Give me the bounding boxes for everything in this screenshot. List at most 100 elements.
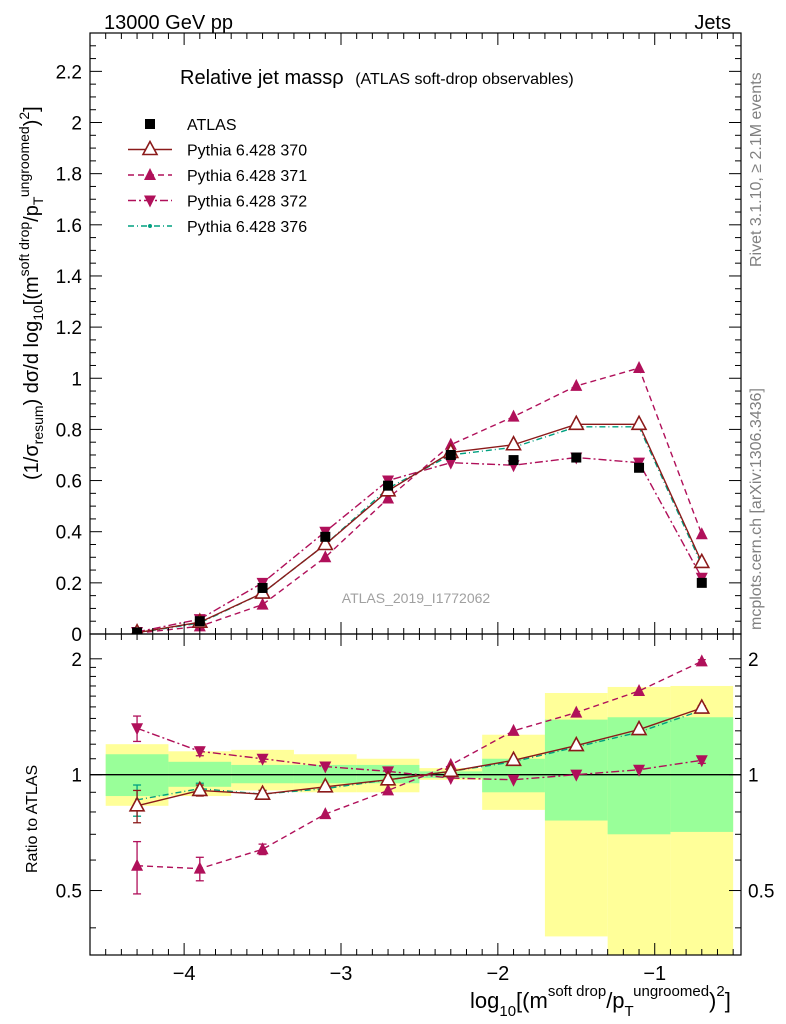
legend-entry-pythia-6-428-376: Pythia 6.428 376 bbox=[128, 219, 307, 236]
chart-title: Relative jet massρ (ATLAS soft-drop obse… bbox=[180, 67, 574, 89]
data-point-pythia-6-428-371 bbox=[633, 361, 646, 374]
ratio-point-pythia-6-428-372 bbox=[131, 723, 144, 736]
ratio-point-pythia-6-428-372 bbox=[193, 746, 206, 759]
ratio-point-pythia-6-428-371 bbox=[695, 654, 708, 667]
y-tick-label-main: 1.8 bbox=[56, 165, 82, 186]
legend-marker bbox=[148, 224, 152, 228]
x-tick-label: −4 bbox=[173, 963, 196, 985]
ratio-point-pythia-6-428-370 bbox=[379, 770, 397, 786]
data-point-atlas bbox=[571, 452, 582, 463]
ratio-point-pythia-6-428-371 bbox=[382, 783, 395, 796]
ratio-frame bbox=[89, 633, 742, 956]
ratio-plot-area bbox=[90, 685, 741, 955]
legend-label: ATLAS bbox=[187, 117, 237, 134]
x-tick-label: −3 bbox=[330, 963, 353, 985]
y-tick-label-ratio-right: 0.5 bbox=[748, 882, 774, 903]
data-point-pythia-6-428-370 bbox=[505, 435, 522, 451]
series-line-pythia-6-428-370 bbox=[136, 423, 703, 634]
ratio-line-pythia-6-428-376 bbox=[136, 709, 703, 801]
ratio-point-pythia-6-428-372 bbox=[507, 774, 520, 787]
legend-entry-pythia-6-428-370: Pythia 6.428 370 bbox=[128, 139, 307, 160]
ratio-point-pythia-6-428-370 bbox=[693, 698, 711, 714]
data-point-atlas bbox=[383, 480, 394, 491]
ratio-point-pythia-6-428-371 bbox=[570, 705, 583, 718]
ratio-point-pythia-6-428-370 bbox=[254, 784, 271, 800]
y-tick-label-main: 0.2 bbox=[56, 574, 82, 595]
data-point-atlas bbox=[508, 455, 519, 466]
y-tick-label-main: 2.2 bbox=[56, 62, 82, 83]
data-point-atlas bbox=[634, 462, 645, 473]
ratio-point-pythia-6-428-370 bbox=[567, 735, 585, 752]
x-tick-label: −1 bbox=[643, 963, 666, 985]
legend-label: Pythia 6.428 371 bbox=[187, 168, 307, 185]
y-tick-label-main: 2 bbox=[71, 114, 82, 135]
data-point-pythia-6-428-371 bbox=[695, 527, 708, 540]
legend-entry-atlas: ATLAS bbox=[145, 117, 237, 134]
ratio-series-pythia-6-428-370 bbox=[128, 698, 711, 824]
x-tick-label: −2 bbox=[486, 963, 509, 985]
rivet-label: Rivet 3.1.10, ≥ 2.1M events bbox=[748, 72, 765, 267]
ratio-line-pythia-6-428-370 bbox=[136, 707, 703, 807]
ratio-point-pythia-6-428-370 bbox=[442, 761, 460, 778]
data-point-pythia-6-428-370 bbox=[567, 414, 585, 431]
main-series-group bbox=[131, 361, 711, 634]
ratio-series-pythia-6-428-371 bbox=[131, 654, 708, 895]
ratio-point-pythia-6-428-372 bbox=[256, 753, 269, 766]
axes-ticks: −4 −3 −2 −1 0 0.2 0.4 0.6 0.8 1 1.2 1.4 1.6 1.8 2 2.2 0.… bbox=[56, 32, 774, 985]
ratio-point-pythia-6-428-370 bbox=[505, 750, 522, 767]
ratio-point-pythia-6-428-370 bbox=[128, 796, 146, 812]
data-point-pythia-6-428-370 bbox=[693, 552, 711, 569]
data-point-atlas bbox=[257, 582, 268, 593]
series-atlas bbox=[132, 449, 707, 634]
legend: ATLAS Pythia 6.428 370 Pythia 6.428 371 Pyt… bbox=[128, 117, 307, 236]
ratio-series-group bbox=[128, 654, 711, 895]
ratio-point-pythia-6-428-372 bbox=[570, 769, 583, 782]
process-label: Jets bbox=[694, 12, 731, 34]
chart-title-main: Relative jet massρ bbox=[180, 67, 344, 89]
y-tick-label-ratio-left: 0.5 bbox=[56, 882, 82, 903]
y-tick-label-main: 1 bbox=[71, 369, 82, 390]
data-point-pythia-6-428-372 bbox=[444, 457, 457, 470]
analysis-label: ATLAS_2019_I1772062 bbox=[342, 590, 491, 606]
data-point-atlas bbox=[696, 577, 707, 588]
chart-title-sub: (ATLAS soft-drop observables) bbox=[355, 71, 573, 88]
ratio-point-pythia-6-428-371 bbox=[193, 861, 206, 874]
y-tick-label-ratio-right: 1 bbox=[748, 766, 759, 787]
mcplots-label: mcplots.cern.ch [arXiv:1306.3436] bbox=[748, 388, 765, 630]
data-point-atlas bbox=[445, 449, 456, 460]
x-axis-label: log10[(msoft drop/pTungroomed)2] bbox=[470, 983, 731, 1020]
ratio-line-pythia-6-428-371 bbox=[137, 660, 703, 870]
y-tick-label-ratio-left: 1 bbox=[71, 766, 82, 787]
legend-label: Pythia 6.428 376 bbox=[187, 219, 307, 236]
legend-entry-pythia-6-428-371: Pythia 6.428 371 bbox=[128, 168, 307, 185]
y-tick-label-main: 1.6 bbox=[56, 216, 82, 237]
legend-label: Pythia 6.428 372 bbox=[187, 194, 307, 211]
energy-label: 13000 GeV pp bbox=[104, 12, 233, 34]
ratio-point-pythia-6-428-372 bbox=[695, 755, 708, 768]
legend-marker bbox=[144, 168, 156, 180]
ratio-point-pythia-6-428-371 bbox=[256, 842, 269, 855]
legend-entry-pythia-6-428-372: Pythia 6.428 372 bbox=[128, 194, 307, 211]
data-point-atlas bbox=[194, 616, 205, 627]
y-tick-label-ratio-right: 2 bbox=[748, 650, 759, 671]
data-point-pythia-6-428-371 bbox=[382, 491, 395, 504]
y-tick-label-main: 1.4 bbox=[56, 267, 83, 288]
ratio-point-pythia-6-428-371 bbox=[131, 858, 144, 871]
ratio-point-pythia-6-428-370 bbox=[316, 777, 334, 793]
ratio-point-pythia-6-428-371 bbox=[507, 723, 520, 736]
legend-marker bbox=[141, 139, 159, 156]
y-tick-label-ratio-left: 2 bbox=[71, 650, 82, 671]
axes-frames bbox=[89, 32, 742, 956]
data-point-pythia-6-428-371 bbox=[256, 597, 269, 610]
y-tick-label-main: 0.6 bbox=[56, 472, 82, 493]
data-point-pythia-6-428-371 bbox=[507, 409, 520, 422]
y-tick-label-main: 0.8 bbox=[56, 420, 82, 441]
y-tick-label-main: 1.2 bbox=[56, 318, 82, 339]
legend-label: Pythia 6.428 370 bbox=[187, 143, 307, 160]
data-point-pythia-6-428-370 bbox=[316, 534, 334, 551]
y-tick-label-main: 0.4 bbox=[56, 523, 83, 544]
ratio-line-pythia-6-428-372 bbox=[136, 727, 702, 781]
ratio-point-pythia-6-428-370 bbox=[630, 719, 648, 736]
data-point-atlas bbox=[320, 531, 331, 542]
